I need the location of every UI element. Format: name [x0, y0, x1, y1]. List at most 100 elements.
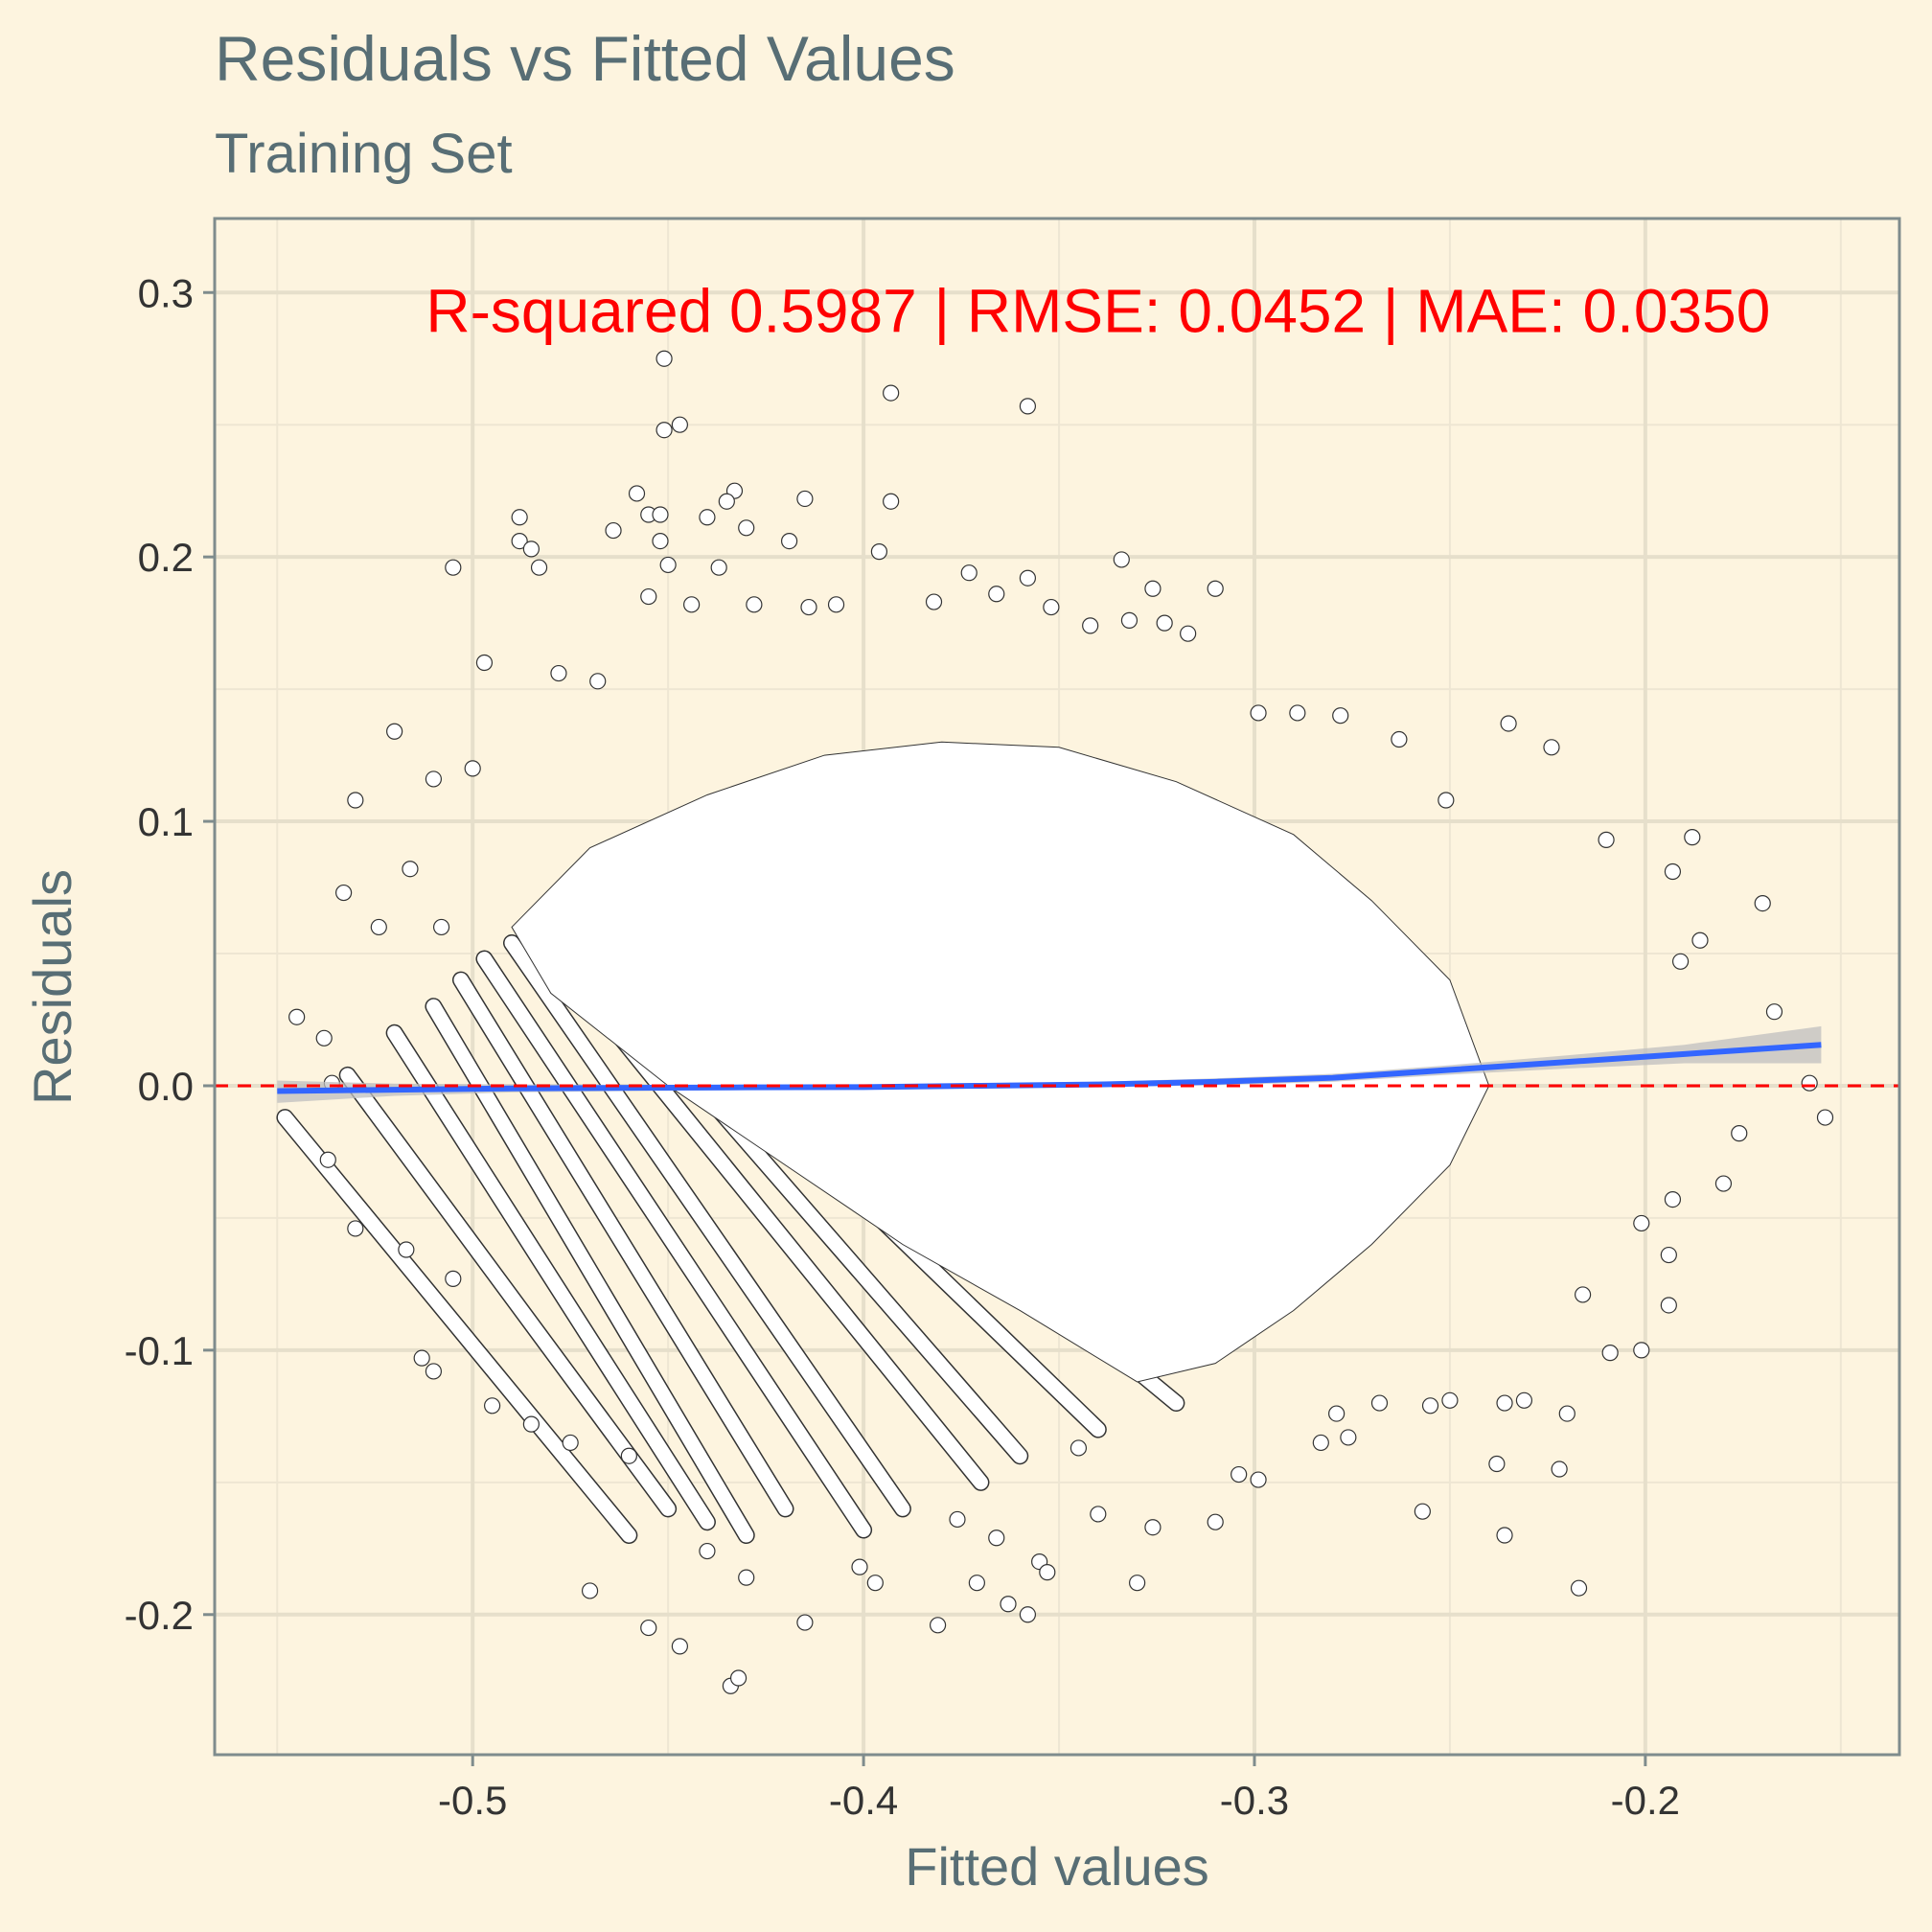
scatter-point [710, 559, 727, 576]
scatter-point [960, 564, 978, 582]
scatter-point [413, 1349, 430, 1367]
scatter-point [968, 1575, 985, 1592]
scatter-point [475, 654, 494, 672]
scatter-point [659, 556, 677, 574]
scatter-point [652, 506, 669, 523]
scatter-point [1043, 598, 1060, 616]
scatter-point [620, 1447, 637, 1464]
scatter-point [729, 1669, 748, 1687]
scatter-point [683, 596, 701, 613]
scatter-point [1207, 1513, 1224, 1530]
scatter-point [1714, 1175, 1733, 1192]
scatter-point [1180, 625, 1197, 642]
scatter-point [1391, 730, 1408, 748]
scatter-point [1129, 1575, 1146, 1592]
y-tick-label: -0.1 [125, 1328, 194, 1373]
scatter-point [1370, 1394, 1389, 1412]
scatter-point [1575, 1286, 1592, 1303]
scatter-point [1671, 953, 1690, 970]
scatter-point [1332, 707, 1349, 724]
scatter-point [1598, 831, 1615, 848]
scatter-point [925, 593, 943, 610]
scatter-point [1144, 1519, 1162, 1536]
scatter-point [1289, 704, 1306, 722]
scatter-point [1488, 1455, 1506, 1473]
fit-metrics-annotation: R-squared 0.5987 | RMSE: 0.0452 | MAE: 0… [426, 277, 1770, 346]
scatter-point [1312, 1434, 1329, 1452]
x-tick-label: -0.3 [1220, 1778, 1289, 1823]
scatter-point [347, 792, 364, 809]
scatter-point [1019, 569, 1037, 586]
scatter-point [425, 1363, 443, 1380]
scatter-point [1601, 1345, 1619, 1362]
residual-band [340, 1068, 676, 1516]
scatter-point [738, 1569, 755, 1586]
chart-title: Residuals vs Fitted Values [215, 23, 955, 94]
scatter-point [1660, 1297, 1677, 1314]
scatter-point [319, 1151, 336, 1168]
scatter-point [656, 422, 673, 439]
scatter-point [464, 760, 481, 777]
scatter-point [370, 918, 387, 936]
scatter-point [628, 485, 646, 502]
scatter-point [589, 673, 607, 690]
scatter-point [640, 587, 657, 606]
scatter-point [1082, 617, 1099, 634]
scatter-point [1019, 1606, 1037, 1623]
scatter-point [1156, 614, 1173, 632]
y-tick-label: 0.0 [138, 1064, 194, 1109]
scatter-point [605, 521, 622, 540]
dense-core-region [511, 741, 1490, 1383]
scatter-point [1120, 611, 1138, 629]
scatter-point [445, 559, 462, 576]
scatter-point [347, 1220, 364, 1237]
x-tick-label: -0.2 [1611, 1778, 1680, 1823]
scatter-point [425, 770, 443, 788]
scatter-point [432, 918, 450, 936]
scatter-point [1441, 1392, 1459, 1409]
scatter-point [288, 1008, 306, 1025]
scatter-point [1039, 1564, 1056, 1581]
scatter-point [1421, 1397, 1439, 1414]
scatter-point [1754, 894, 1771, 912]
scatter-point [1543, 739, 1560, 756]
scatter-point [1500, 715, 1517, 732]
x-axis: -0.5 -0.4 -0.3 -0.2 [438, 1755, 1680, 1823]
scatter-point [402, 861, 419, 878]
scatter-point [1250, 1471, 1267, 1488]
scatter-point [796, 490, 814, 508]
scatter-point [484, 1397, 501, 1414]
scatter-point [522, 1415, 540, 1433]
scatter-point [1000, 1596, 1017, 1613]
scatter-point [1019, 398, 1037, 415]
scatter-point [1090, 1506, 1107, 1523]
scatter-point [1340, 1429, 1357, 1446]
scatter-point [870, 543, 888, 561]
scatter-point [796, 1614, 814, 1631]
scatter-point [883, 493, 900, 510]
scatter-point [1551, 1460, 1568, 1478]
scatter-point [1684, 829, 1701, 846]
scatter-point [581, 1582, 599, 1599]
scatter-point [1207, 580, 1224, 597]
scatter-point [780, 533, 798, 550]
residual-band [387, 1025, 715, 1530]
scatter-point [699, 1542, 716, 1560]
scatter-point [640, 1619, 657, 1637]
scatter-point [1731, 1125, 1748, 1142]
scatter-point [929, 1617, 947, 1634]
y-axis-label: Residuals [22, 869, 82, 1105]
scatter-point [1144, 580, 1162, 597]
y-axis: -0.2 -0.1 0.0 0.1 0.2 0.3 [125, 270, 215, 1638]
residual-bands [276, 741, 1490, 1544]
scatter-point [1515, 1392, 1533, 1409]
y-tick-label: -0.2 [125, 1593, 194, 1638]
scatter-point [699, 509, 716, 526]
scatter-point [530, 559, 548, 576]
scatter-point [335, 884, 353, 902]
scatter-points [288, 350, 1834, 1694]
smooth-line [277, 1042, 1822, 1094]
scatter-point [1816, 1109, 1834, 1126]
scatter-point [656, 350, 673, 367]
scatter-point [1633, 1342, 1650, 1359]
